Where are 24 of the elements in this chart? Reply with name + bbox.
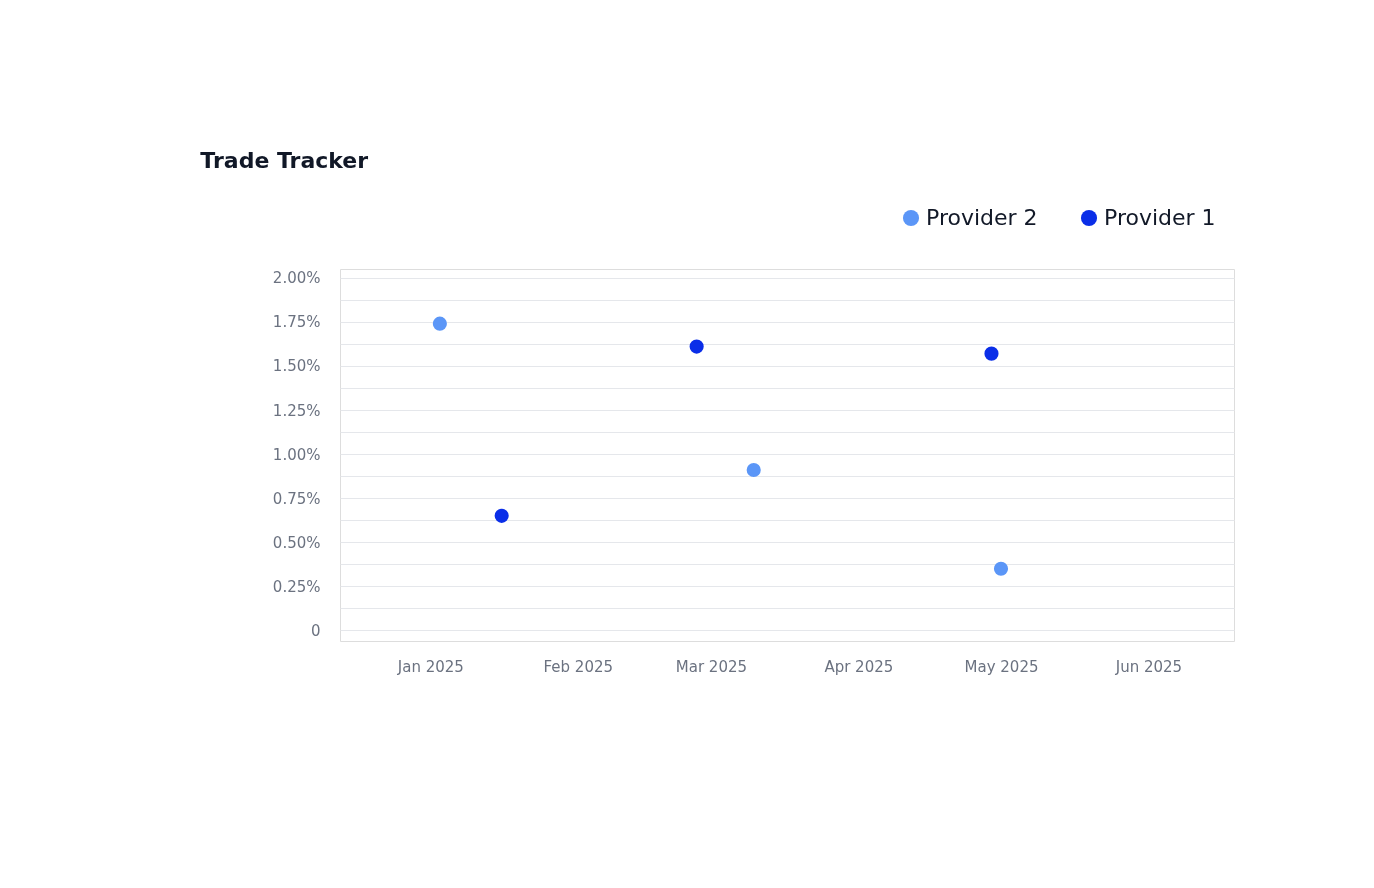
point: [746, 462, 761, 478]
legend-label: Provider 2: [926, 205, 1038, 230]
y-tick-label: 0.50%: [272, 533, 321, 552]
point: [993, 561, 1009, 576]
chart-title: Trade Tracker: [200, 148, 369, 173]
x-tick-label: Mar 2025: [675, 657, 748, 676]
y-tick-label: 0.25%: [272, 577, 321, 596]
x-tick-label: Jan 2025: [396, 657, 464, 676]
point: [984, 346, 999, 361]
y-tick-label: 2.00%: [272, 269, 321, 288]
legend-label: Provider 1: [1104, 205, 1216, 230]
y-tick-label: 0: [310, 621, 321, 640]
y-tick-label: 1.25%: [272, 401, 321, 420]
x-tick-label: May 2025: [964, 657, 1039, 676]
x-tick-label: Feb 2025: [543, 657, 614, 676]
point: [432, 316, 447, 331]
x-tick-label: Apr 2025: [824, 657, 894, 676]
y-tick-label: 1.00%: [272, 445, 321, 464]
point: [689, 339, 704, 354]
y-tick-label: 1.75%: [272, 313, 321, 332]
x-tick-label: Jun 2025: [1114, 657, 1183, 676]
point: [494, 508, 509, 523]
y-tick-label: 0.75%: [272, 489, 321, 508]
y-tick-label: 1.50%: [272, 357, 321, 376]
